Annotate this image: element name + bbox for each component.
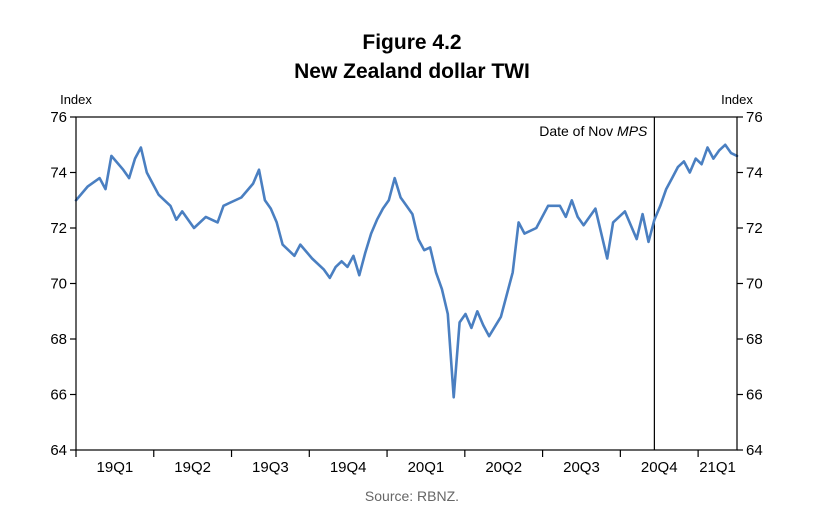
x-tick-label: 19Q2: [174, 459, 211, 476]
y-tick-label-right: 70: [746, 276, 763, 293]
twi-series-line: [74, 143, 739, 399]
y-axis-ticks: 64 64 66 66 68 68 70 70 72 72 74 74 76 76: [50, 109, 762, 459]
x-tick-label: 20Q3: [563, 459, 600, 476]
chart-title: New Zealand dollar TWI: [294, 60, 530, 83]
y-tick-label-left: 76: [50, 109, 67, 126]
y-tick-label-left: 66: [50, 387, 67, 404]
y-tick-label-right: 76: [746, 109, 763, 126]
y-tick-label-right: 66: [746, 387, 763, 404]
y-tick-label-right: 72: [746, 220, 763, 237]
y-tick-label-left: 68: [50, 331, 67, 348]
x-axis-ticks: 19Q1 19Q2 19Q3 19Q4 20Q1 20Q2 20Q3 20Q4 21Q1: [75, 450, 736, 476]
x-tick-label: 20Q1: [408, 459, 445, 476]
annotation-prefix: Date of Nov: [539, 123, 617, 139]
y-axis-label-left: Index: [60, 92, 92, 107]
y-tick-label-right: 64: [746, 442, 763, 459]
figure-title: Figure 4.2: [362, 31, 462, 54]
y-tick-label-left: 74: [50, 165, 67, 182]
y-tick-label-left: 70: [50, 276, 67, 293]
annotation-italic: MPS: [617, 123, 648, 139]
y-tick-label-left: 72: [50, 220, 67, 237]
nov-mps-annotation: Date of Nov MPS: [539, 123, 648, 139]
y-tick-label-right: 74: [746, 165, 763, 182]
y-axis-label-right: Index: [721, 92, 753, 107]
x-tick-label: 19Q1: [97, 459, 134, 476]
x-tick-label: 21Q1: [699, 459, 736, 476]
x-tick-label: 19Q4: [330, 459, 367, 476]
x-tick-label: 20Q4: [641, 459, 678, 476]
y-tick-label-left: 64: [50, 442, 67, 459]
plot-frame: [75, 116, 738, 451]
source-note: Source: RBNZ.: [364, 488, 460, 504]
x-tick-label: 20Q2: [485, 459, 522, 476]
y-tick-label-right: 68: [746, 331, 763, 348]
x-tick-label: 19Q3: [252, 459, 289, 476]
